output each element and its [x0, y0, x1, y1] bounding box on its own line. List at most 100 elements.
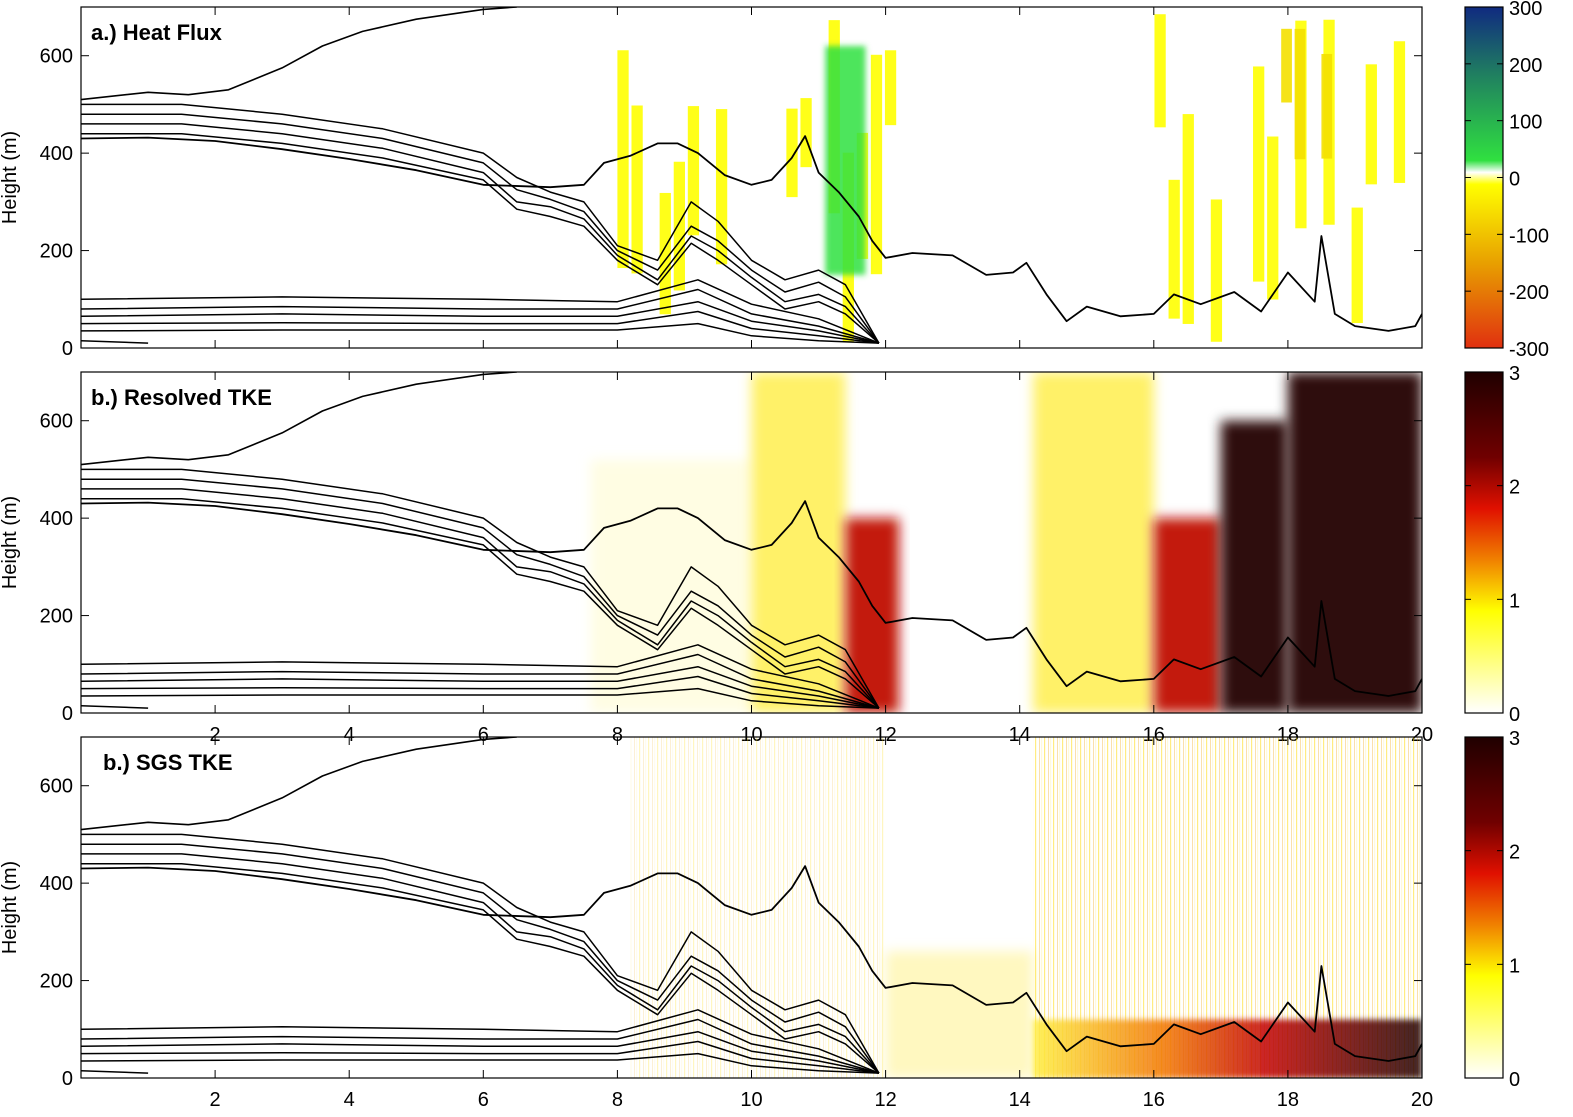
contour-line: [81, 300, 880, 344]
x-tick-label: 6: [478, 724, 489, 746]
colorbar-tick-label: -200: [1509, 282, 1549, 304]
contour-line: [81, 1040, 879, 1074]
y-tick-label: 200: [40, 241, 73, 263]
contour-line: [81, 488, 880, 709]
contour-line: [81, 339, 149, 344]
contour-line: [81, 1069, 149, 1074]
contour-upper-curve: [81, 372, 517, 466]
heatmap-cell: [751, 372, 846, 713]
y-tick-label: 400: [40, 873, 73, 895]
heatmap-cell: [885, 951, 1034, 1078]
y-axis-label: Height (m): [0, 861, 21, 954]
colorbar-tick-label: 0: [1509, 1069, 1520, 1091]
contour-boundary-layer-top: [81, 135, 1422, 332]
y-tick-label: 0: [62, 1068, 73, 1090]
contour-line: [81, 1030, 880, 1074]
heatmap-cell: [1210, 199, 1223, 342]
colorbar-tick-label: 1: [1509, 955, 1520, 977]
contour-line: [81, 644, 880, 709]
y-tick-label: 200: [40, 971, 73, 993]
heatmap-cell: [590, 459, 752, 713]
x-tick-label: 14: [1009, 724, 1031, 746]
colorbar-tick-label: 100: [1509, 112, 1542, 134]
heatmap-cell: [884, 50, 897, 126]
x-tick-label: 18: [1277, 1089, 1299, 1111]
panel-title: b.) SGS TKE: [103, 750, 233, 775]
heatmap-cell: [1033, 372, 1154, 713]
contour-lines: [81, 7, 1422, 344]
x-tick-label: 2: [210, 724, 221, 746]
contour-line: [81, 675, 879, 709]
heatmap-cell: [715, 109, 728, 265]
colorbar-tick-label: 3: [1509, 728, 1520, 750]
y-axis-label: Height (m): [0, 496, 21, 589]
x-tick-label: 8: [612, 1089, 623, 1111]
heatmap-cell: [800, 98, 812, 168]
contour-line: [81, 279, 880, 344]
colorbar-tick-label: 1: [1509, 590, 1520, 612]
contour-line: [81, 322, 879, 344]
heatmap-cell: [673, 161, 685, 291]
x-tick-label: 6: [478, 1089, 489, 1111]
heatmap-cell: [1253, 66, 1265, 282]
colorbar-tick-label: 300: [1509, 0, 1542, 20]
y-tick-label: 200: [40, 606, 73, 628]
colorbar-gradient: [1464, 371, 1504, 714]
contour-boundary-layer-top: [81, 865, 1422, 1062]
colorbar: 3 2 1 0: [1464, 363, 1520, 726]
colorbar-gradient: [1464, 736, 1504, 1079]
x-tick-label: 12: [874, 1089, 896, 1111]
heatmap-cell: [617, 50, 629, 269]
colorbar-gradient: [1464, 6, 1504, 349]
contour-line: [81, 862, 880, 1074]
heatmap-cell: [1220, 420, 1288, 713]
heatmap-cell: [1033, 1019, 1422, 1078]
colorbar: 300 200 100 0 -100 -200 -300: [1464, 0, 1549, 361]
contour-line: [81, 478, 880, 709]
contour-line: [81, 843, 880, 1074]
contour-line: [81, 310, 879, 344]
contour-line: [81, 288, 880, 344]
colorbar-tick-label: 2: [1509, 842, 1520, 864]
heatmap-cell: [1287, 372, 1422, 713]
contour-line: [81, 132, 880, 344]
heatmap-cell: [1393, 41, 1406, 183]
contour-line: [81, 1009, 880, 1074]
heatmap-cell: [1153, 518, 1221, 713]
contour-line: [81, 468, 880, 709]
heatmap-cell: [870, 54, 883, 275]
heatmap-cell: [1182, 114, 1194, 324]
heatmap-cell: [1281, 28, 1292, 103]
y-axis-label: Height (m): [0, 131, 21, 224]
contour-line: [81, 653, 880, 709]
heatmap-cell: [1168, 179, 1180, 319]
contour-line: [81, 103, 880, 344]
x-tick-label: 20: [1411, 1089, 1433, 1111]
heatmap-field: [617, 14, 1406, 342]
heatmap-cell: [1321, 53, 1333, 159]
colorbar: 3 2 1 0: [1464, 728, 1520, 1091]
heatmap-field: [630, 737, 1422, 1078]
colorbar-tick-label: 0: [1509, 704, 1520, 726]
x-tick-label: 14: [1009, 1089, 1031, 1111]
contour-line: [81, 704, 149, 709]
contour-line: [81, 833, 880, 1074]
heatmap-cell: [1154, 14, 1166, 128]
x-tick-label: 16: [1143, 1089, 1165, 1111]
heatmap-cell: [786, 108, 798, 198]
heatmap-cell: [631, 105, 643, 274]
y-tick-label: 600: [40, 411, 73, 433]
panel-title: a.) Heat Flux: [91, 20, 223, 45]
heatmap-cell: [845, 518, 900, 713]
y-tick-label: 600: [40, 46, 73, 68]
contour-boundary-layer-top: [81, 500, 1422, 697]
heatmap-cell: [1294, 28, 1306, 160]
colorbar-tick-label: -100: [1509, 225, 1549, 247]
y-tick-label: 0: [62, 703, 73, 725]
y-tick-label: 400: [40, 143, 73, 165]
contour-line: [81, 1052, 879, 1074]
contour-upper-curve: [81, 7, 517, 101]
heatmap-cell: [825, 45, 866, 275]
